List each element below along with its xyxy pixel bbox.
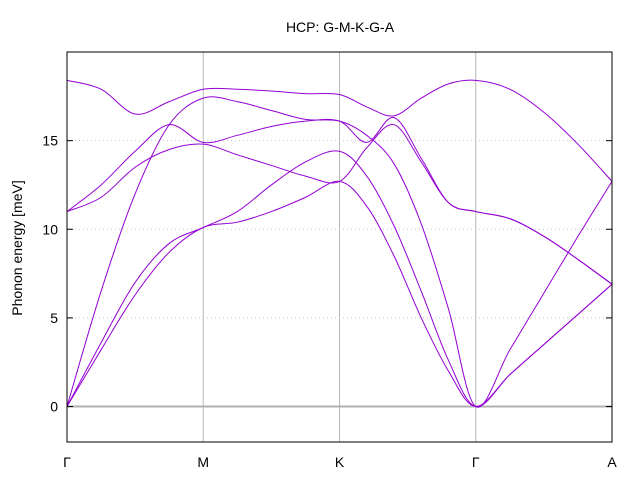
- y-tick-label: 15: [42, 133, 58, 149]
- band-line-2: [66, 150, 613, 408]
- y-axis-label: Phonon energy [meV]: [9, 180, 25, 315]
- y-tick-label: 5: [50, 310, 58, 326]
- y-tick-label: 10: [42, 221, 58, 237]
- plot-frame: [66, 51, 613, 443]
- band-lines: [66, 79, 613, 408]
- chart-title: HCP: G-M-K-G-A: [286, 19, 395, 35]
- y-ticks: 0 5 10 15: [42, 133, 612, 415]
- band-line-6: [66, 79, 613, 182]
- x-tick-label: A: [607, 454, 617, 470]
- x-tick-label: M: [197, 454, 209, 470]
- x-tick-label: Γ: [63, 454, 71, 470]
- gridlines: [67, 52, 612, 442]
- band-line-5: [66, 117, 613, 285]
- x-tick-label: Γ: [472, 454, 480, 470]
- x-tick-label: K: [335, 454, 345, 470]
- y-tick-label: 0: [50, 399, 58, 415]
